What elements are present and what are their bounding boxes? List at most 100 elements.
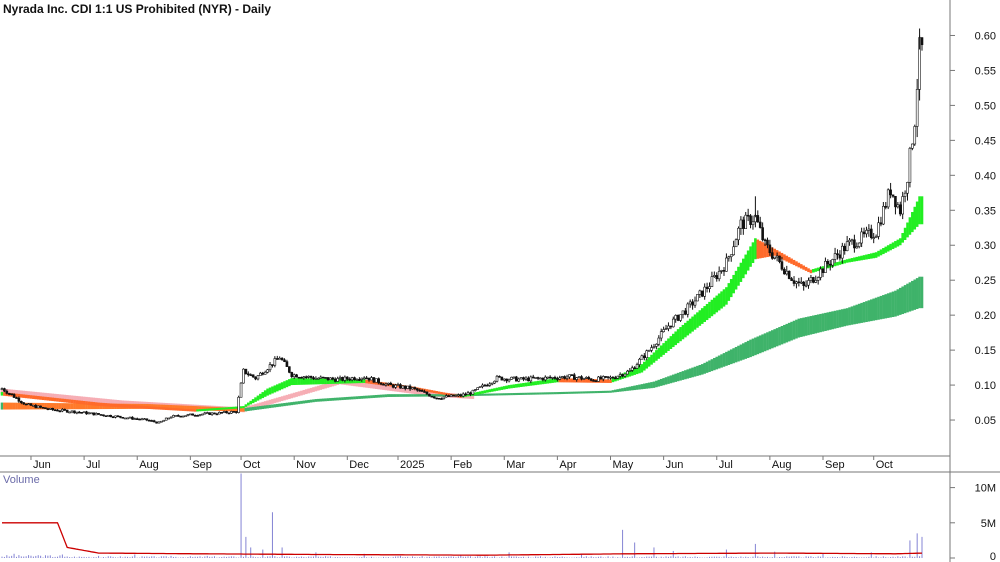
ema-slow-segment: [739, 344, 743, 361]
candle-body: [698, 290, 702, 295]
ema-slow-segment: [370, 395, 373, 399]
ema-fast-segment: [669, 336, 673, 350]
ema-slow-segment: [766, 332, 769, 351]
ema-fast-segment: [515, 384, 518, 388]
candle-body: [3, 388, 6, 392]
ema-fast-segment: [684, 322, 687, 338]
price-pane: 0.05 0.10 0.15 0.20 0.25 0.30 0.35 0.40 0.45 0.50…: [0, 28, 996, 471]
ema-slow-segment: [640, 384, 644, 390]
ema-slow-segment: [618, 388, 622, 392]
ema-fast-segment: [362, 379, 366, 383]
ema-fast-segment: [908, 217, 912, 235]
ema-slow-segment: [348, 396, 352, 400]
ema-slow-segment: [686, 369, 690, 379]
ema-slow-segment: [389, 394, 393, 397]
ema-fast-segment: [196, 409, 199, 412]
candle-body: [346, 376, 349, 380]
month-tick-label: Aug: [772, 459, 792, 471]
candle-body: [848, 239, 851, 243]
ema-fast-segment: [797, 262, 801, 268]
ema-slow-segment: [24, 402, 28, 410]
ema-fast-segment: [681, 324, 685, 340]
ema-slow-segment: [761, 334, 764, 353]
candle-body: [891, 194, 895, 197]
ema-slow-segment: [548, 392, 552, 395]
candle-body: [708, 286, 711, 290]
ema-fast-segment: [729, 279, 733, 298]
price-tick-label: 0.55: [975, 65, 996, 77]
ema-slow-segment: [295, 401, 298, 405]
candle-body: [56, 409, 59, 412]
candle-body: [394, 384, 397, 388]
pink-band-segment: [116, 399, 120, 406]
ema-fast-segment: [611, 378, 615, 383]
candle-body: [425, 391, 429, 395]
ema-fast-segment: [713, 297, 716, 315]
ema-fast-segment: [655, 350, 658, 361]
ema-slow-segment: [780, 325, 784, 345]
ema-slow-segment: [563, 391, 566, 394]
ema-fast-segment: [329, 378, 332, 384]
candle-body: [647, 350, 651, 352]
candle-body: [768, 244, 772, 254]
candle-body: [688, 301, 692, 305]
pink-band-segment: [263, 401, 267, 406]
ema-slow-segment: [862, 302, 866, 323]
ema-fast-segment: [568, 378, 571, 383]
candle-body: [321, 376, 325, 379]
candle-body: [396, 384, 400, 386]
ema-slow-segment: [795, 319, 798, 339]
pink-band-segment: [34, 391, 38, 398]
candle-body: [725, 257, 728, 272]
pink-band-segment: [259, 402, 262, 408]
candle-body: [389, 382, 393, 386]
ema-slow-segment: [519, 392, 523, 395]
candle-body: [329, 377, 332, 381]
ema-fast-segment: [290, 378, 294, 386]
ema-fast-segment: [792, 259, 796, 266]
candle-body: [85, 411, 88, 415]
ema-fast-segment: [442, 392, 446, 395]
ema-fast-segment: [787, 257, 791, 263]
ema-slow-segment: [353, 396, 356, 400]
candle-body: [510, 376, 513, 380]
candle-body: [911, 143, 914, 149]
ema-slow-segment: [684, 370, 687, 380]
candle-body: [80, 412, 83, 414]
candle-body: [886, 189, 890, 208]
ema-fast-segment: [710, 299, 714, 317]
ema-slow-segment: [758, 335, 762, 354]
candle-body: [691, 301, 694, 306]
ema-slow-segment: [246, 407, 250, 411]
candle-body: [541, 377, 545, 381]
pink-band-segment: [353, 381, 356, 387]
ema-fast-segment: [896, 239, 900, 247]
candle-body: [372, 377, 376, 383]
candle-body: [401, 385, 405, 389]
candle-body: [350, 377, 354, 381]
candle-body: [824, 261, 827, 273]
ema-slow-segment: [362, 395, 366, 399]
candle-body: [215, 413, 219, 416]
pink-band-segment: [372, 383, 376, 389]
ema-fast-segment: [367, 380, 371, 384]
candle-body: [126, 417, 129, 420]
candle-body: [140, 418, 144, 421]
candle-body: [268, 364, 272, 371]
candle-body: [713, 275, 716, 277]
pink-band-segment: [104, 398, 108, 405]
ema-fast-segment: [807, 268, 810, 273]
candle-body: [312, 377, 315, 380]
candle-body: [667, 325, 670, 329]
candle-body: [867, 228, 871, 231]
ema-fast-segment: [288, 379, 291, 387]
ema-slow-segment: [647, 382, 651, 389]
candle-body: [599, 376, 603, 380]
ema-slow-segment: [263, 405, 267, 409]
ema-fast-segment: [667, 338, 670, 351]
candle-body: [128, 416, 132, 419]
ema-slow-segment: [819, 313, 822, 333]
ema-slow-segment: [580, 391, 583, 394]
ema-fast-segment: [903, 227, 907, 240]
candle-body: [621, 374, 624, 377]
